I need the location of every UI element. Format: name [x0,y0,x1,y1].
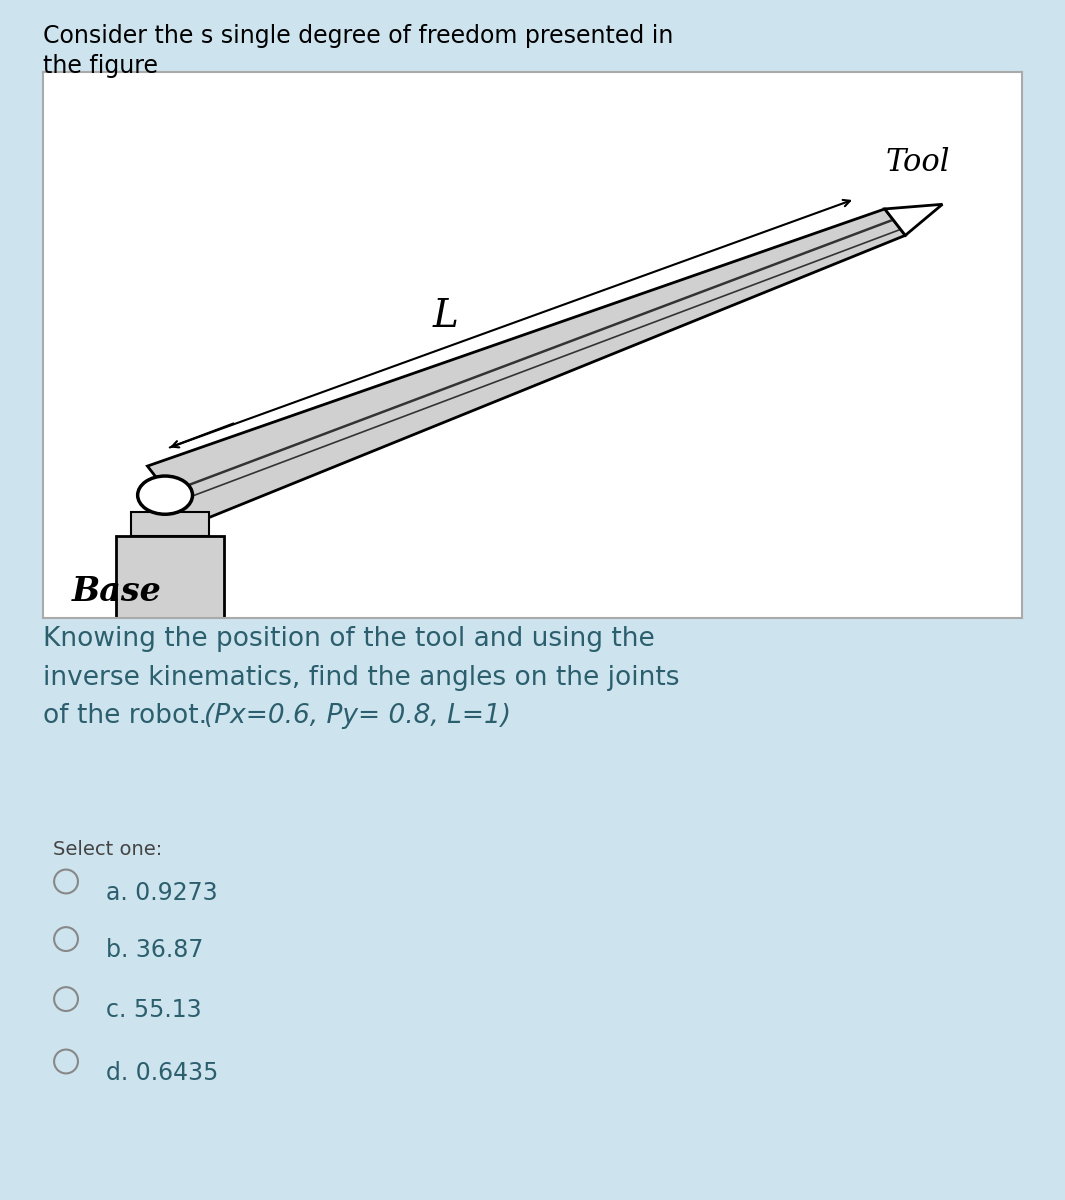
Circle shape [54,870,78,894]
Circle shape [54,988,78,1012]
Circle shape [54,1050,78,1074]
Circle shape [137,476,193,515]
Text: Select one:: Select one: [53,840,163,859]
Text: the figure: the figure [43,54,158,78]
Text: a. 0.9273: a. 0.9273 [106,881,218,905]
Text: c. 55.13: c. 55.13 [106,998,202,1022]
Circle shape [54,928,78,952]
Text: of the robot.: of the robot. [43,703,215,730]
Polygon shape [147,209,905,524]
Text: L: L [432,299,458,336]
Polygon shape [885,204,943,235]
Text: Base: Base [72,575,162,607]
Text: Consider the s single degree of freedom presented in: Consider the s single degree of freedom … [43,24,673,48]
Text: b. 36.87: b. 36.87 [106,938,203,962]
Text: inverse kinematics, find the angles on the joints: inverse kinematics, find the angles on t… [43,665,679,691]
Text: d. 0.6435: d. 0.6435 [106,1061,219,1085]
Text: Tool: Tool [885,148,950,178]
Bar [131,512,209,536]
Text: Knowing the position of the tool and using the: Knowing the position of the tool and usi… [43,626,654,653]
Text: (Px=0.6, Py= 0.8, L=1): (Px=0.6, Py= 0.8, L=1) [204,703,511,730]
Bar [116,536,224,659]
